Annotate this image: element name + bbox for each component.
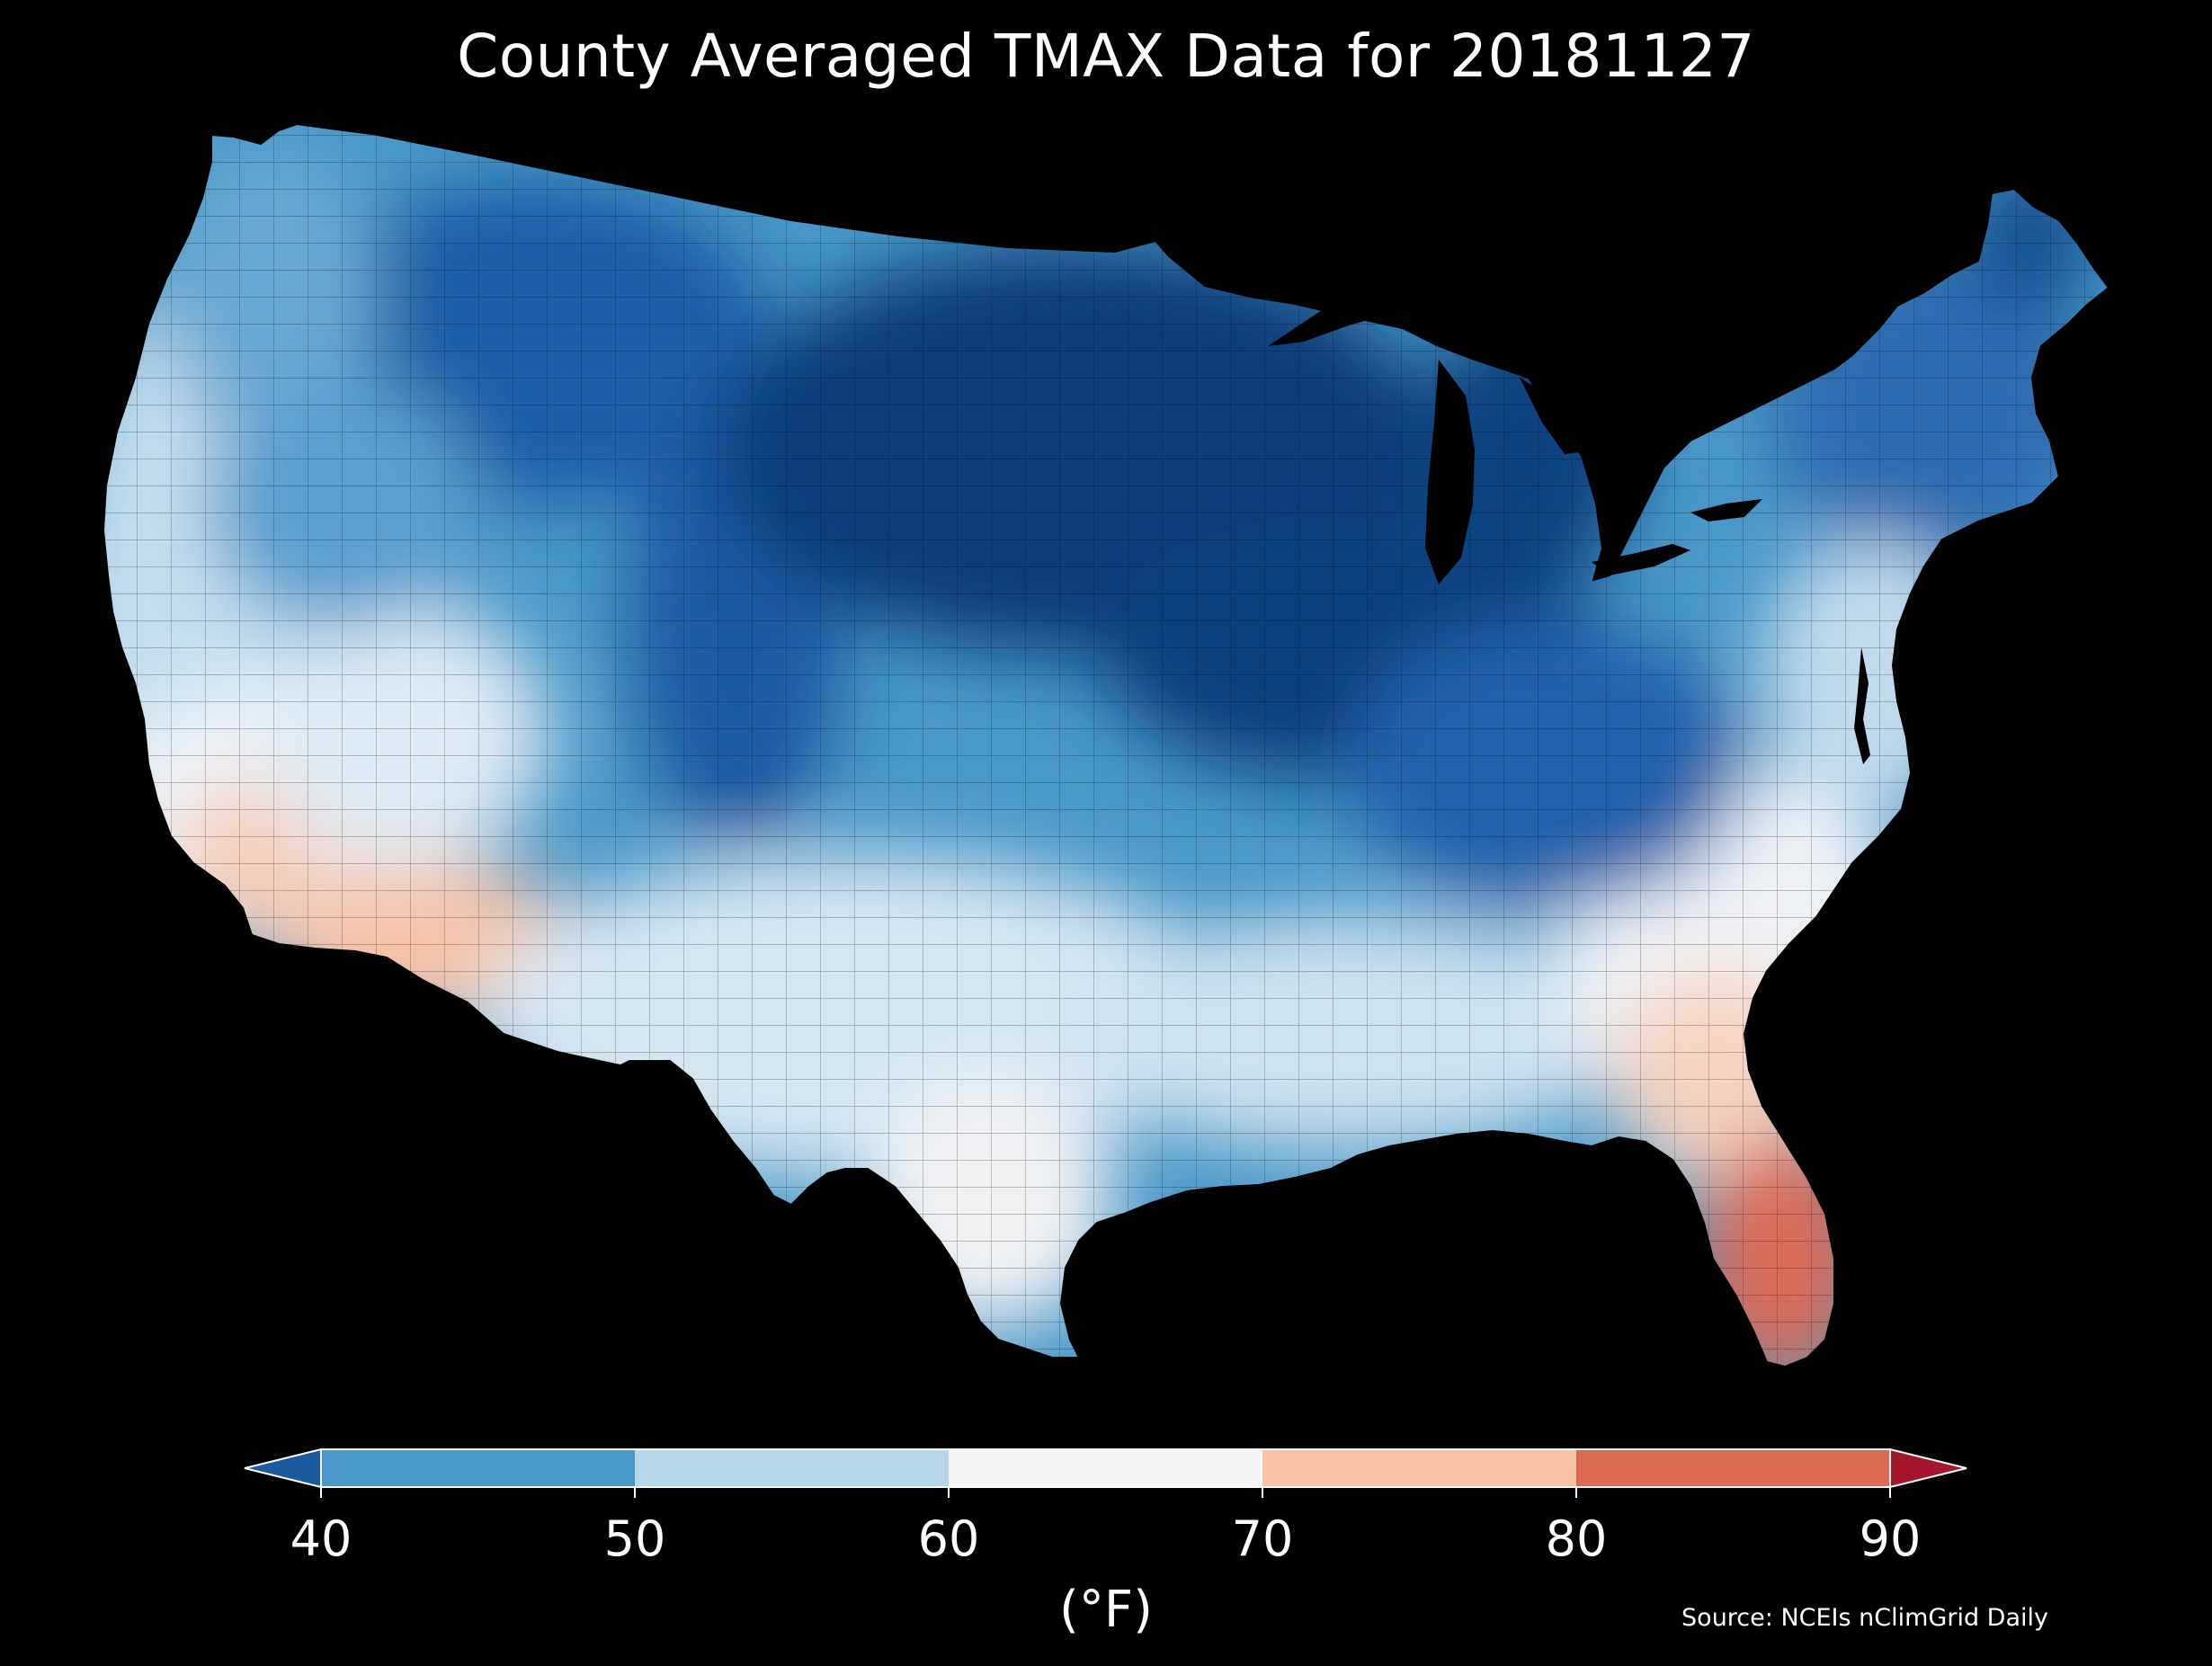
colorbar-outline bbox=[320, 1448, 1891, 1488]
chesapeake-bay bbox=[1854, 647, 1870, 764]
colorbar-tick-40: 40 bbox=[290, 1510, 352, 1567]
colorbar-extend-low bbox=[244, 1448, 322, 1489]
colorbar-tick-90: 90 bbox=[1859, 1510, 1922, 1567]
map-title: County Averaged TMAX Data for 20181127 bbox=[457, 22, 1755, 91]
colorbar-extend-high bbox=[1889, 1448, 1967, 1489]
colorbar-tick-60: 60 bbox=[917, 1510, 980, 1567]
colorbar-segment-70-80 bbox=[1262, 1449, 1576, 1487]
colorbar-tick-80: 80 bbox=[1545, 1510, 1608, 1567]
source-credit: Source: NCEIs nClimGrid Daily bbox=[1681, 1604, 2048, 1632]
colorbar-segment-50-60 bbox=[635, 1449, 949, 1487]
colorbar-tick-70: 70 bbox=[1231, 1510, 1294, 1567]
colorbar-segment-60-70 bbox=[949, 1449, 1262, 1487]
colorbar-tick-50: 50 bbox=[603, 1510, 666, 1567]
great-lakes bbox=[1268, 290, 1762, 584]
colorbar-segment-80-90 bbox=[1576, 1449, 1890, 1487]
colorbar-segment-40-50 bbox=[321, 1449, 635, 1487]
colorbar-unit-label: (°F) bbox=[1059, 1581, 1153, 1639]
